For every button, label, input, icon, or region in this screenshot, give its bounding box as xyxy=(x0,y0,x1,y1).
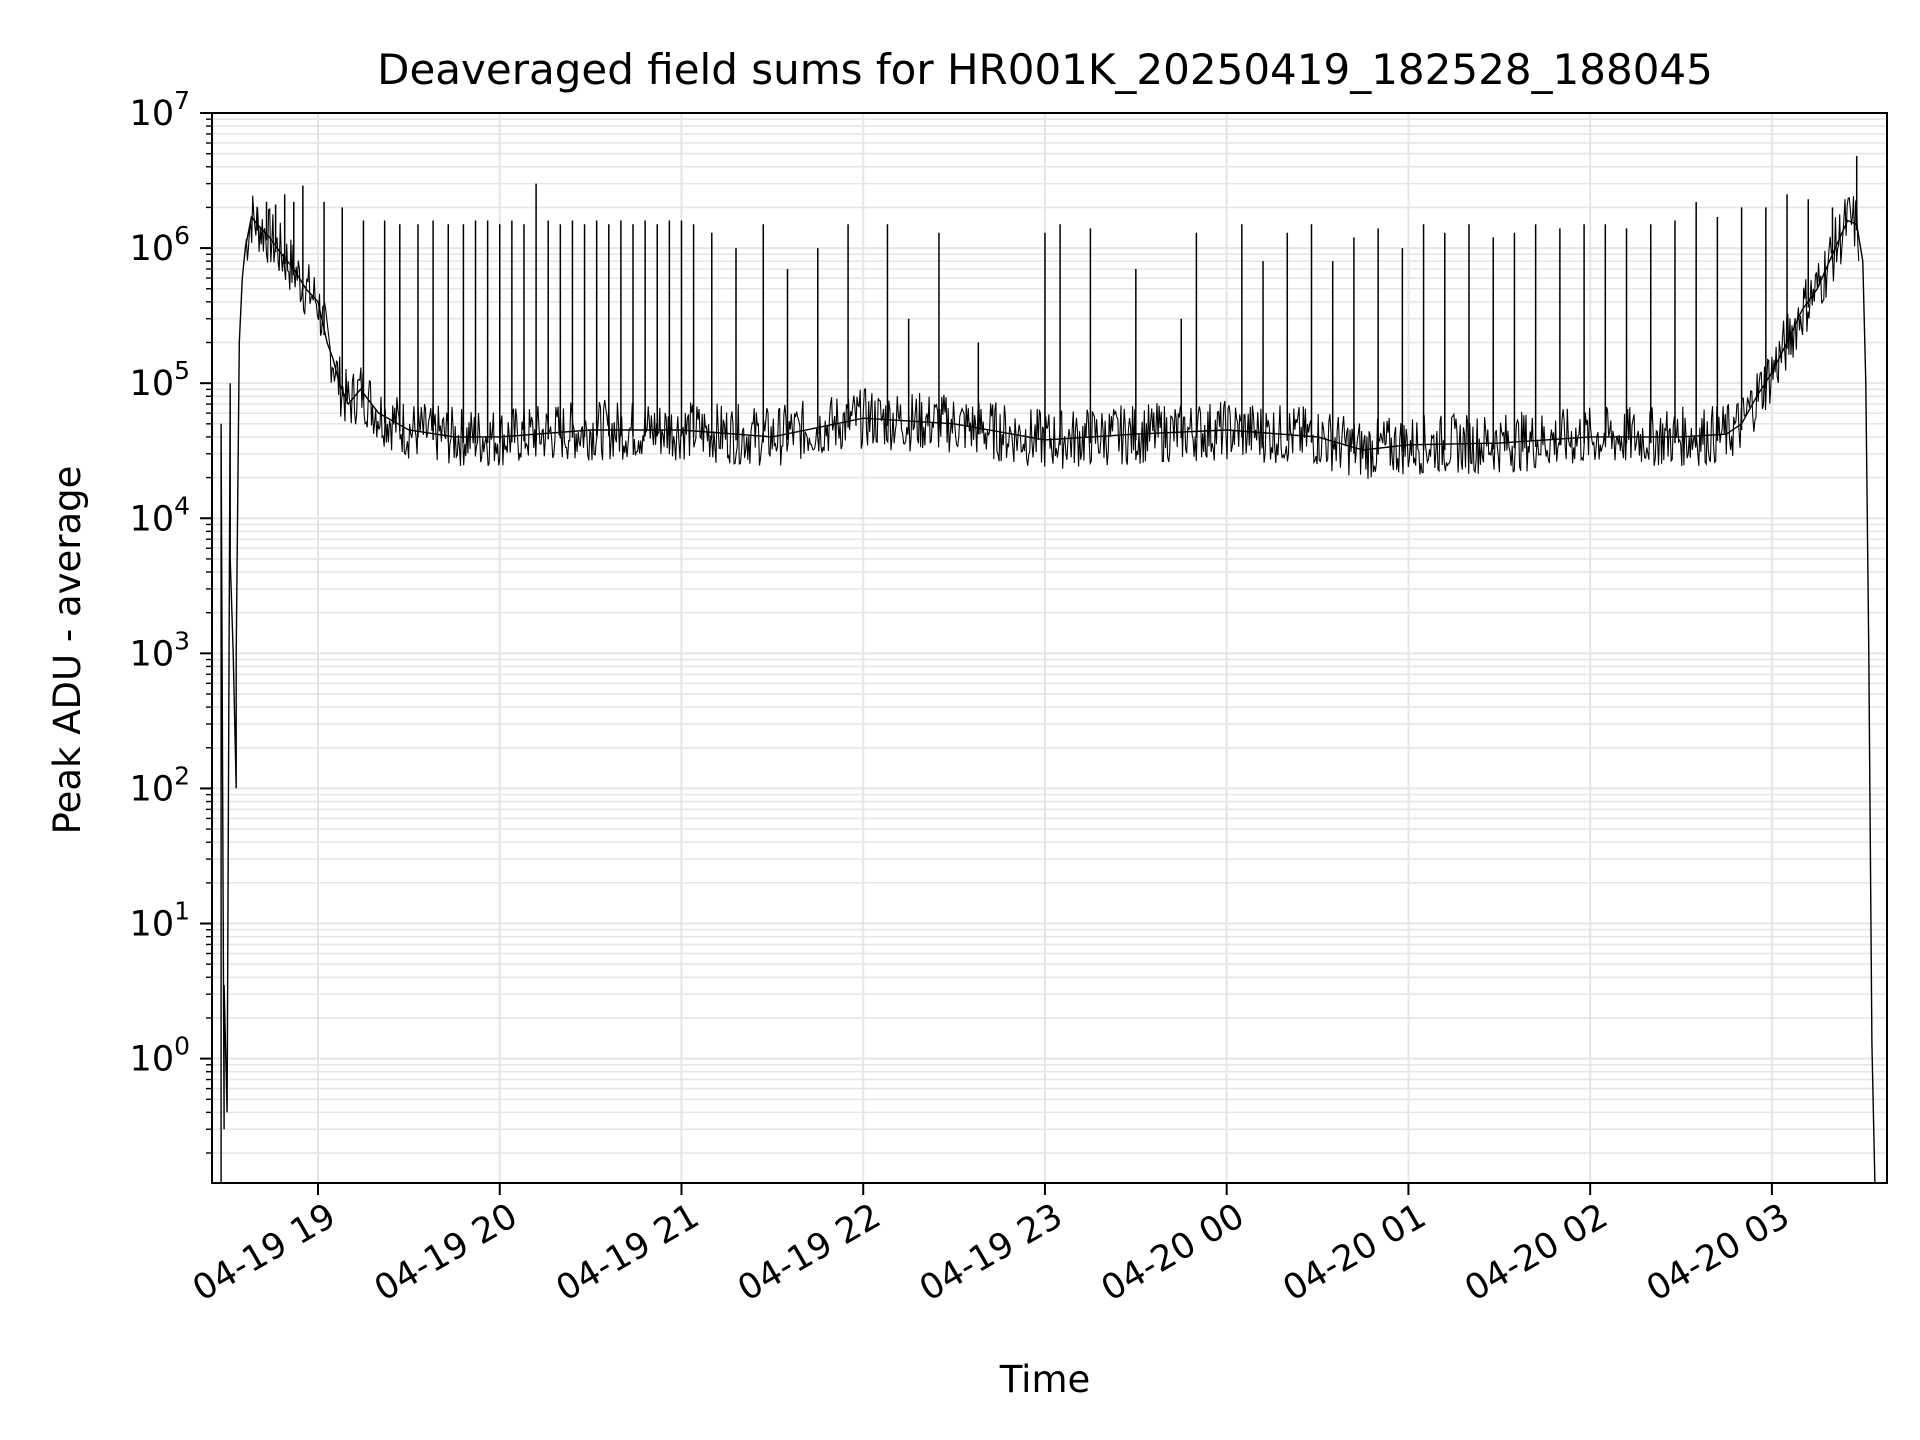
x-axis-label: Time xyxy=(999,1358,1091,1401)
y-axis-ticks: 100 101 102 103 104 105 106 107 xyxy=(130,86,212,1154)
series-line xyxy=(220,215,1876,1184)
plot-frame xyxy=(211,112,1888,1184)
y-tick-label: 101 xyxy=(130,897,190,945)
y-axis-label: Peak ADU - average xyxy=(46,466,89,835)
y-tick-label: 102 xyxy=(130,761,190,809)
y-tick-label: 100 xyxy=(130,1032,190,1080)
series-noise xyxy=(244,195,1860,479)
y-tick-label: 105 xyxy=(130,356,190,404)
data-line-noise xyxy=(244,195,1860,479)
y-tick-label: 104 xyxy=(130,491,190,539)
y-tick-label: 103 xyxy=(130,626,190,674)
data-spikes xyxy=(256,156,1858,455)
chart-title: Deaveraged field sums for HR001K_2025041… xyxy=(377,45,1713,94)
y-tick-label: 107 xyxy=(130,86,190,134)
y-tick-label: 106 xyxy=(130,221,190,269)
